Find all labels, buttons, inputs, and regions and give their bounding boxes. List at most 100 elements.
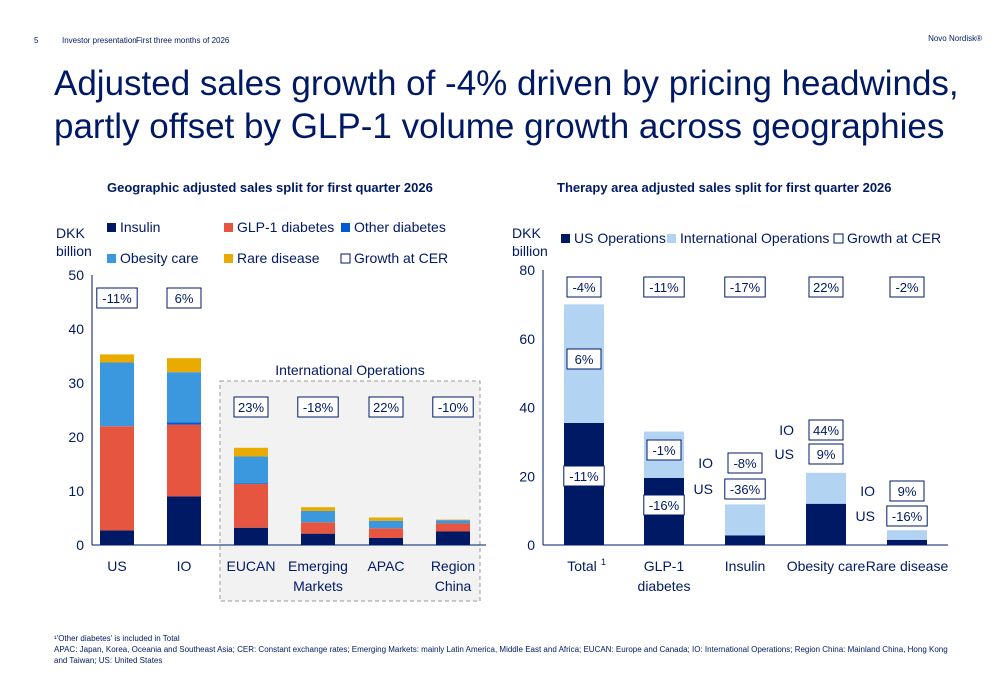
- footnote-1: ¹'Other diabetes' is included in Total: [54, 634, 180, 643]
- legend-international-operations: International Operations: [680, 230, 829, 246]
- geo-bar-region-china-obesity-care: [436, 520, 470, 524]
- therapy-segment-glp1-diabetes-us-box: [643, 494, 685, 516]
- therapy-segment-insulin-us-box: [724, 478, 766, 500]
- therapy-segment-obesity-care-io: 44%: [813, 423, 839, 438]
- therapy-growth-obesity-care-box: [808, 276, 844, 298]
- legend-other-diabetes-swatch: [341, 223, 350, 232]
- legend-obesity-care-swatch: [107, 254, 116, 263]
- footnotes: ¹'Other diabetes' is included in Total A…: [54, 633, 954, 666]
- therapy-bar-obesity-care-international-operations: [806, 472, 846, 504]
- therapy-y-tick-0: 0: [527, 537, 535, 553]
- geographic-chart-title: Geographic adjusted sales split for firs…: [107, 180, 433, 195]
- therapy-x-label-total: Total: [567, 558, 597, 574]
- geo-x-label-region-china-2: China: [435, 578, 472, 594]
- therapy-segment-total-io: 6%: [575, 352, 594, 367]
- therapy-y-label-line-1: DKK: [512, 225, 541, 241]
- geo-y-label-line-1: DKK: [56, 225, 85, 241]
- geo-bar-eucan-rare-disease: [234, 447, 268, 457]
- report-period: First three months of 2026: [136, 36, 230, 45]
- therapy-segment-rare-disease-us-box: [886, 505, 928, 527]
- geo-bar-emerging-markets-obesity-care: [301, 510, 335, 523]
- therapy-tag-insulin-us: US: [694, 481, 713, 497]
- therapy-x-label-rare-disease: Rare disease: [866, 558, 949, 574]
- therapy-x-label-obesity-care: Obesity care: [787, 558, 866, 574]
- legend-therapy-growth-at-cer-swatch: [833, 233, 844, 244]
- geo-bar-apac-glp-1-diabetes: [369, 528, 403, 538]
- geo-bar-io-glp-1-diabetes: [167, 424, 201, 497]
- footnote-2: APAC: Japan, Korea, Oceania and Southeas…: [54, 645, 948, 665]
- geo-x-label-region-china-1: Region: [431, 558, 475, 574]
- therapy-segment-insulin-us: -36%: [730, 482, 761, 497]
- geo-y-tick-50: 50: [68, 267, 84, 283]
- legend-growth-at-cer-swatch: [340, 253, 351, 264]
- therapy-bar-insulin-international-operations: [725, 504, 765, 536]
- geo-growth-us: -11%: [102, 291, 132, 306]
- geo-y-label-line-2: billion: [56, 243, 92, 259]
- geo-bar-io-other-diabetes: [167, 422, 201, 425]
- therapy-bar-rare-disease-us-operations: [887, 539, 927, 545]
- legend-insulin-swatch: [107, 223, 116, 232]
- therapy-growth-rare-disease-box: [889, 276, 925, 298]
- geo-bar-apac-rare-disease: [369, 517, 403, 521]
- therapy-x-label-glp1-diabetes-2: diabetes: [638, 578, 691, 594]
- geo-bar-io-obesity-care: [167, 372, 201, 423]
- geo-bar-emerging-markets-glp-1-diabetes: [301, 522, 335, 534]
- legend-growth-at-cer: Growth at CER: [354, 250, 448, 266]
- therapy-segment-glp1-diabetes-us: -16%: [649, 498, 680, 513]
- therapy-tag-obesity-care-io: IO: [779, 422, 794, 438]
- therapy-bar-insulin-us-operations: [725, 535, 765, 545]
- geo-y-tick-30: 30: [68, 375, 84, 391]
- therapy-y-tick-20: 20: [519, 468, 535, 484]
- legend-us-operations-swatch: [561, 234, 570, 243]
- therapy-segment-rare-disease-us: -16%: [892, 509, 923, 524]
- geo-bar-emerging-markets-insulin: [301, 533, 335, 545]
- legend-international-operations-swatch: [667, 234, 676, 243]
- geo-bar-region-china-insulin: [436, 531, 470, 545]
- geo-bar-emerging-markets-rare-disease: [301, 507, 335, 511]
- geo-x-label-emerging-markets-1: Emerging: [288, 558, 348, 574]
- legend-insulin: Insulin: [120, 219, 160, 235]
- geo-x-label-eucan: EUCAN: [226, 558, 275, 574]
- geo-y-tick-0: 0: [76, 537, 84, 553]
- geo-bar-us-glp-1-diabetes: [100, 426, 134, 531]
- geo-bar-eucan-insulin: [234, 527, 268, 545]
- therapy-growth-total: -4%: [572, 280, 596, 295]
- top-bar: 5 Investor presentation First three mont…: [34, 34, 982, 50]
- geo-growth-region-china-box: [432, 396, 474, 418]
- geo-y-tick-10: 10: [68, 483, 84, 499]
- legend-rare-disease: Rare disease: [237, 250, 320, 266]
- therapy-tag-obesity-care-us: US: [775, 446, 794, 462]
- page-title: Adjusted sales growth of -4% driven by p…: [54, 64, 959, 146]
- geo-growth-region-china: -10%: [438, 400, 469, 415]
- geo-bar-eucan-other-diabetes: [234, 483, 268, 484]
- therapy-y-tick-40: 40: [519, 400, 535, 416]
- therapy-growth-obesity-care: 22%: [813, 280, 839, 295]
- geo-bar-us-insulin: [100, 530, 134, 545]
- geo-growth-apac-box: [368, 396, 404, 418]
- page-number: 5: [34, 36, 39, 45]
- geo-bar-region-china-rare-disease: [436, 519, 470, 521]
- geo-growth-io: 6%: [175, 291, 194, 306]
- legend-other-diabetes: Other diabetes: [354, 219, 446, 235]
- therapy-segment-insulin-io-box: [727, 452, 763, 474]
- therapy-segment-glp1-diabetes-io: -1%: [652, 443, 676, 458]
- therapy-bar-obesity-care-us-operations: [806, 503, 846, 545]
- geo-growth-apac: 22%: [373, 400, 399, 415]
- therapy-x-label-total-footnote-marker: 1: [601, 557, 606, 567]
- therapy-segment-total-us-box: [563, 465, 605, 487]
- document-name: Investor presentation: [62, 36, 137, 45]
- geo-bar-eucan-glp-1-diabetes: [234, 483, 268, 528]
- therapy-segment-glp1-diabetes-io-box: [646, 439, 682, 461]
- legend-obesity-care: Obesity care: [120, 250, 199, 266]
- therapy-segment-obesity-care-io-box: [808, 419, 844, 441]
- therapy-segment-obesity-care-us: 9%: [817, 447, 836, 462]
- therapy-y-tick-80: 80: [519, 262, 535, 278]
- geo-x-label-apac: APAC: [367, 558, 404, 574]
- therapy-tag-rare-disease-us: US: [856, 508, 875, 524]
- geo-growth-eucan: 23%: [238, 400, 264, 415]
- geo-y-tick-40: 40: [68, 321, 84, 337]
- therapy-growth-glp-1-diabetes-box: [643, 276, 685, 298]
- legend-glp1-diabetes: GLP-1 diabetes: [237, 219, 334, 235]
- geo-x-label-emerging-markets-2: Markets: [293, 578, 343, 594]
